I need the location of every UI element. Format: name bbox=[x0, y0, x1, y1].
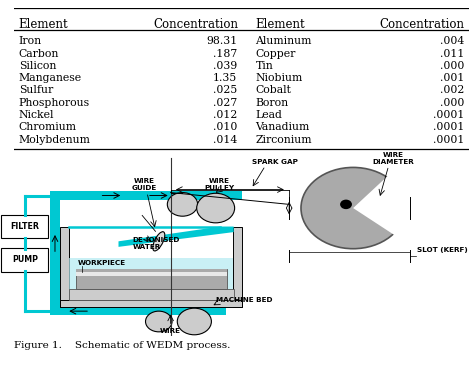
Text: .011: .011 bbox=[440, 49, 465, 58]
Bar bbox=[50, 192, 242, 199]
FancyBboxPatch shape bbox=[1, 215, 48, 238]
Text: Niobium: Niobium bbox=[255, 73, 302, 83]
Text: SPARK GAP: SPARK GAP bbox=[252, 159, 298, 165]
Bar bbox=[76, 272, 227, 276]
Text: Carbon: Carbon bbox=[19, 49, 59, 58]
Text: .010: .010 bbox=[213, 123, 237, 132]
Text: Concentration: Concentration bbox=[380, 18, 465, 31]
Circle shape bbox=[177, 308, 211, 335]
Bar bbox=[233, 227, 242, 307]
Text: Tin: Tin bbox=[255, 61, 273, 71]
Text: WIRE
GUIDE: WIRE GUIDE bbox=[132, 178, 157, 192]
Text: .000: .000 bbox=[440, 98, 465, 108]
Text: .014: .014 bbox=[213, 135, 237, 145]
Text: Figure 1.    Schematic of WEDM process.: Figure 1. Schematic of WEDM process. bbox=[14, 341, 230, 350]
Bar bbox=[50, 192, 60, 315]
Text: Molybdenum: Molybdenum bbox=[19, 135, 91, 145]
Text: .187: .187 bbox=[213, 49, 237, 58]
Text: Vanadium: Vanadium bbox=[255, 123, 310, 132]
Text: .0001: .0001 bbox=[433, 135, 465, 145]
Text: Copper: Copper bbox=[255, 49, 296, 58]
Text: .000: .000 bbox=[440, 61, 465, 71]
Bar bbox=[60, 227, 69, 307]
Bar bbox=[50, 307, 226, 315]
Text: Concentration: Concentration bbox=[154, 18, 239, 31]
Text: 98.31: 98.31 bbox=[206, 36, 237, 46]
Polygon shape bbox=[118, 227, 234, 247]
Text: WIRE
PULLEY: WIRE PULLEY bbox=[204, 178, 234, 191]
Bar bbox=[69, 258, 233, 300]
Text: Chromium: Chromium bbox=[19, 123, 77, 132]
Text: .025: .025 bbox=[213, 86, 237, 95]
Text: FILTER: FILTER bbox=[10, 222, 39, 231]
Text: Phosphorous: Phosphorous bbox=[19, 98, 90, 108]
Text: PUMP: PUMP bbox=[12, 255, 38, 264]
Text: .0001: .0001 bbox=[433, 123, 465, 132]
Text: Element: Element bbox=[255, 18, 305, 31]
Text: .001: .001 bbox=[440, 73, 465, 83]
Text: Zirconium: Zirconium bbox=[255, 135, 312, 145]
Text: WIRE: WIRE bbox=[160, 328, 181, 334]
Text: 1.35: 1.35 bbox=[213, 73, 237, 83]
Text: Sulfur: Sulfur bbox=[19, 86, 53, 95]
Text: Cobalt: Cobalt bbox=[255, 86, 291, 95]
Polygon shape bbox=[69, 227, 220, 228]
Text: DE-IONISED
WATER: DE-IONISED WATER bbox=[133, 236, 180, 250]
Bar bbox=[60, 300, 242, 307]
Text: Manganese: Manganese bbox=[19, 73, 82, 83]
Text: Nickel: Nickel bbox=[19, 110, 54, 120]
Polygon shape bbox=[353, 173, 412, 238]
Text: .012: .012 bbox=[213, 110, 237, 120]
Circle shape bbox=[197, 193, 235, 223]
Circle shape bbox=[341, 200, 351, 208]
Text: SLOT (KERF): SLOT (KERF) bbox=[417, 247, 468, 253]
Text: WIRE
DIAMETER: WIRE DIAMETER bbox=[373, 152, 414, 165]
FancyBboxPatch shape bbox=[1, 248, 48, 271]
Circle shape bbox=[146, 311, 172, 332]
Text: Boron: Boron bbox=[255, 98, 289, 108]
Circle shape bbox=[301, 167, 405, 249]
Text: Lead: Lead bbox=[255, 110, 282, 120]
Text: Aluminum: Aluminum bbox=[255, 36, 312, 46]
Text: Iron: Iron bbox=[19, 36, 42, 46]
Ellipse shape bbox=[153, 232, 165, 251]
Text: Silicon: Silicon bbox=[19, 61, 56, 71]
Circle shape bbox=[167, 193, 198, 216]
Text: .004: .004 bbox=[440, 36, 465, 46]
Polygon shape bbox=[220, 192, 242, 199]
Text: .039: .039 bbox=[213, 61, 237, 71]
Bar bbox=[76, 269, 227, 290]
Text: .027: .027 bbox=[213, 98, 237, 108]
Text: MACHINE BED: MACHINE BED bbox=[216, 297, 272, 303]
Text: Element: Element bbox=[19, 18, 68, 31]
Bar bbox=[69, 290, 234, 300]
Text: .002: .002 bbox=[440, 86, 465, 95]
Bar bbox=[76, 269, 227, 272]
Text: WORKPIECE: WORKPIECE bbox=[78, 260, 127, 266]
Text: .0001: .0001 bbox=[433, 110, 465, 120]
